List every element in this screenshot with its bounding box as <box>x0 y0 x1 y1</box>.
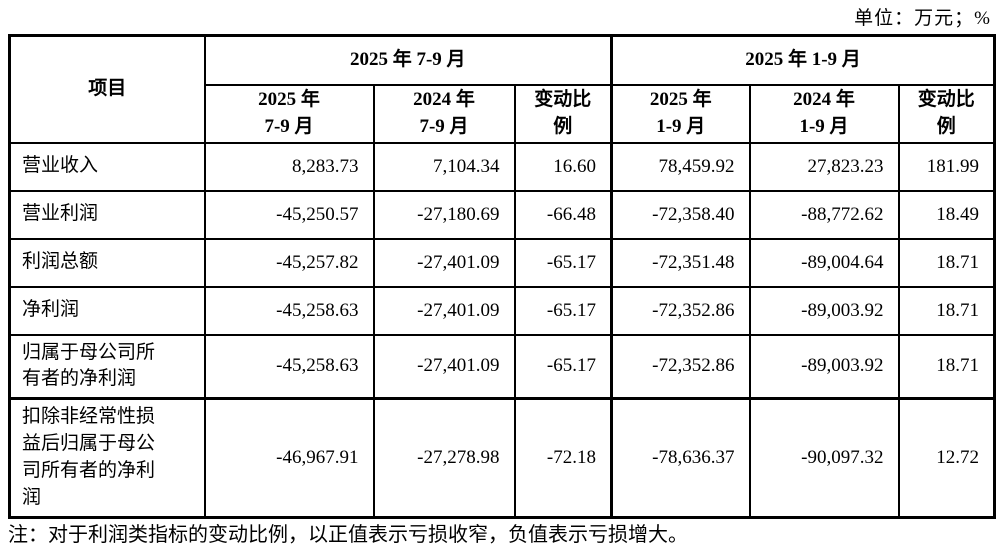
row-label: 营业收入 <box>8 141 206 192</box>
value-cell: -72,352.86 <box>610 333 751 400</box>
value-cell: 8,283.73 <box>203 141 375 192</box>
footnote: 注：对于利润类指标的变动比例，以正值表示亏损收窄，负值表示亏损增大。 <box>8 524 688 546</box>
table-row-net-profit-parent: 归属于母公司所 有者的净利润 -45,258.63 -27,401.09 -65… <box>8 333 996 400</box>
value-cell: -27,401.09 <box>372 333 516 400</box>
table-row-total-profit: 利润总额 -45,257.82 -27,401.09 -65.17 -72,35… <box>8 237 996 288</box>
table-row-operating-profit: 营业利润 -45,250.57 -27,180.69 -66.48 -72,35… <box>8 189 996 240</box>
value-cell: -88,772.62 <box>748 189 900 240</box>
table-row-operating-revenue: 营业收入 8,283.73 7,104.34 16.60 78,459.92 2… <box>8 141 996 192</box>
value-cell: 78,459.92 <box>610 141 751 192</box>
value-cell: -27,401.09 <box>372 285 516 336</box>
value-cell: -78,636.37 <box>610 397 751 519</box>
header-2024-ytd: 2024 年 1-9 月 <box>748 83 900 144</box>
value-cell: -45,250.57 <box>203 189 375 240</box>
value-cell: -46,967.91 <box>203 397 375 519</box>
value-cell: 16.60 <box>513 141 613 192</box>
value-cell: -72.18 <box>513 397 613 519</box>
table-row-net-profit-parent-excl-nonrecurring: 扣除非经常性损 益后归属于母公 司所有者的净利 润 -46,967.91 -27… <box>8 397 996 519</box>
header-item-column: 项目 <box>8 34 206 144</box>
value-cell: -72,352.86 <box>610 285 751 336</box>
header-group-ytd: 2025 年 1-9 月 <box>609 34 996 86</box>
value-cell: 181.99 <box>897 141 996 192</box>
value-cell: -27,180.69 <box>372 189 516 240</box>
row-label: 净利润 <box>8 285 206 336</box>
value-cell: 7,104.34 <box>372 141 516 192</box>
value-cell: -65.17 <box>513 237 613 288</box>
header-sub-row: 2025 年 7-9 月 2024 年 7-9 月 变动比 例 2025 年 1… <box>10 83 996 144</box>
unit-label: 单位：万元；% <box>854 8 991 29</box>
value-cell: -72,351.48 <box>610 237 751 288</box>
header-2024-q3: 2024 年 7-9 月 <box>372 83 516 144</box>
value-cell: 27,823.23 <box>748 141 900 192</box>
value-cell: 18.71 <box>897 285 996 336</box>
value-cell: 18.49 <box>897 189 996 240</box>
value-cell: -89,003.92 <box>748 285 900 336</box>
header-2025-ytd: 2025 年 1-9 月 <box>610 83 751 144</box>
value-cell: -65.17 <box>513 333 613 400</box>
row-label: 归属于母公司所 有者的净利润 <box>8 333 206 400</box>
header-2025-q3: 2025 年 7-9 月 <box>203 83 375 144</box>
financial-results-table: 项目 2025 年 7-9 月 2025 年 1-9 月 2025 年 7-9 … <box>8 34 997 520</box>
value-cell: 18.71 <box>897 333 996 400</box>
value-cell: -45,258.63 <box>203 333 375 400</box>
header-group-row: 项目 2025 年 7-9 月 2025 年 1-9 月 <box>8 34 996 144</box>
value-cell: -65.17 <box>513 285 613 336</box>
value-cell: -27,278.98 <box>372 397 516 519</box>
header-change-ytd: 变动比 例 <box>897 83 996 144</box>
row-label: 营业利润 <box>8 189 206 240</box>
row-label: 扣除非经常性损 益后归属于母公 司所有者的净利 润 <box>8 397 206 519</box>
table-row-net-profit: 净利润 -45,258.63 -27,401.09 -65.17 -72,352… <box>8 285 996 336</box>
value-cell: -45,258.63 <box>203 285 375 336</box>
value-cell: -27,401.09 <box>372 237 516 288</box>
header-change-q3: 变动比 例 <box>513 83 613 144</box>
row-label: 利润总额 <box>8 237 206 288</box>
value-cell: -89,003.92 <box>748 333 900 400</box>
value-cell: 18.71 <box>897 237 996 288</box>
value-cell: -45,257.82 <box>203 237 375 288</box>
header-group-q3: 2025 年 7-9 月 <box>203 34 613 86</box>
value-cell: 12.72 <box>897 397 996 519</box>
value-cell: -72,358.40 <box>610 189 751 240</box>
value-cell: -90,097.32 <box>748 397 900 519</box>
value-cell: -89,004.64 <box>748 237 900 288</box>
value-cell: -66.48 <box>513 189 613 240</box>
